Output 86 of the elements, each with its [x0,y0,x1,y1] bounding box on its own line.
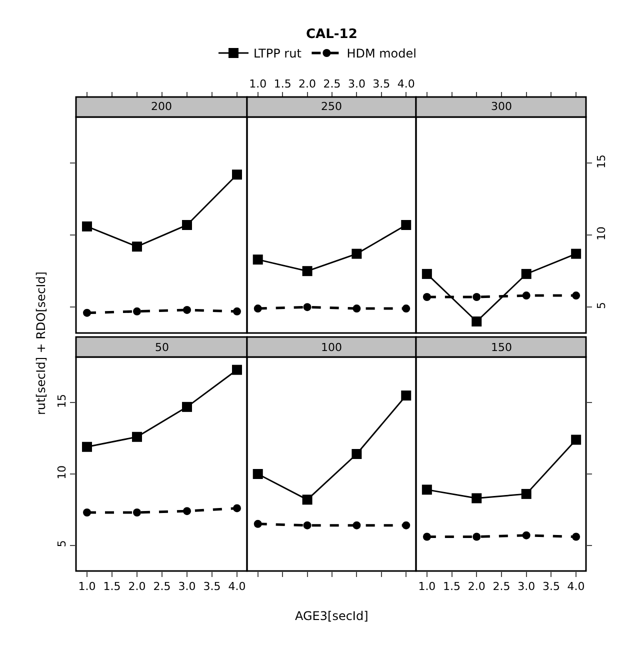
point [233,307,241,316]
x-tick-label: 3.5 [372,78,390,91]
point [522,531,530,540]
point [232,170,242,180]
x-tick-label: 4.0 [397,78,415,91]
chart-subtitle: 150 [491,341,512,354]
x-tick-label: 2.5 [492,580,510,594]
chart-subtitle: 100 [321,341,342,354]
point [522,292,530,300]
point [571,434,582,445]
x-tick-label: 4.0 [567,580,585,594]
point [183,306,191,314]
point [182,220,192,230]
point [422,293,431,301]
y-axis-title: rut[secId] + RDO[secId] [34,272,48,415]
point [83,508,91,517]
point [302,266,312,276]
x-tick-label: 2.5 [153,580,171,594]
point [252,254,263,265]
point [252,468,263,479]
point [303,303,312,312]
point [133,307,141,316]
point [352,449,362,460]
point [82,442,92,452]
x-tick-label: 2.0 [298,78,316,91]
y-tick-label: 5 [595,302,608,309]
point [401,220,412,230]
point [521,488,532,499]
point [402,304,410,313]
x-tick-label: 2.0 [128,580,146,594]
point [472,493,482,504]
x-tick-label: 3.0 [178,580,196,594]
point [233,504,241,512]
chart-subtitle: 250 [321,100,342,113]
point [472,293,481,301]
point [352,248,362,259]
point [472,532,481,541]
y-tick-label: 10 [56,465,69,480]
point [254,304,262,313]
point [572,532,580,541]
point [402,521,410,530]
point [182,402,192,412]
x-tick-label: 4.0 [228,580,246,594]
point [422,268,432,279]
point [571,248,582,259]
point [82,221,92,232]
point [183,507,191,516]
y-tick-label: 15 [56,394,69,408]
point [521,268,532,279]
point [401,390,412,401]
point [132,432,142,442]
x-axis-title: AGE3[secId] [295,609,368,623]
point [83,308,91,317]
x-tick-label: 1.5 [443,580,461,594]
point [302,494,312,505]
point [572,292,580,300]
chart-title: CAL-12 [306,27,358,42]
legend-label: LTPP rut [254,46,302,61]
chart-subtitle: 50 [155,341,169,354]
x-tick-label: 1.0 [78,580,96,594]
point [232,364,242,375]
point [422,484,432,495]
x-tick-label: 3.0 [518,580,536,594]
y-tick-label: 15 [595,154,608,168]
x-tick-label: 1.0 [418,580,436,594]
y-tick-label: 10 [595,226,608,240]
x-tick-label: 3.0 [348,78,366,91]
point [303,521,312,530]
x-tick-label: 1.5 [274,78,292,91]
point [472,316,482,326]
y-tick-label: 5 [56,540,69,548]
chart-subtitle: 300 [491,100,512,113]
x-tick-label: 2.5 [323,78,341,91]
x-tick-label: 2.0 [468,580,486,594]
x-tick-label: 1.5 [103,580,121,594]
point [352,304,361,313]
point [352,521,361,530]
point [422,532,431,541]
x-tick-label: 1.0 [249,78,267,91]
point [133,508,141,517]
point [254,520,262,528]
x-tick-label: 3.5 [542,580,560,594]
legend-label: HDM model [346,46,416,61]
point [132,242,142,252]
chart-subtitle: 200 [151,100,172,113]
x-tick-label: 3.5 [203,580,221,594]
